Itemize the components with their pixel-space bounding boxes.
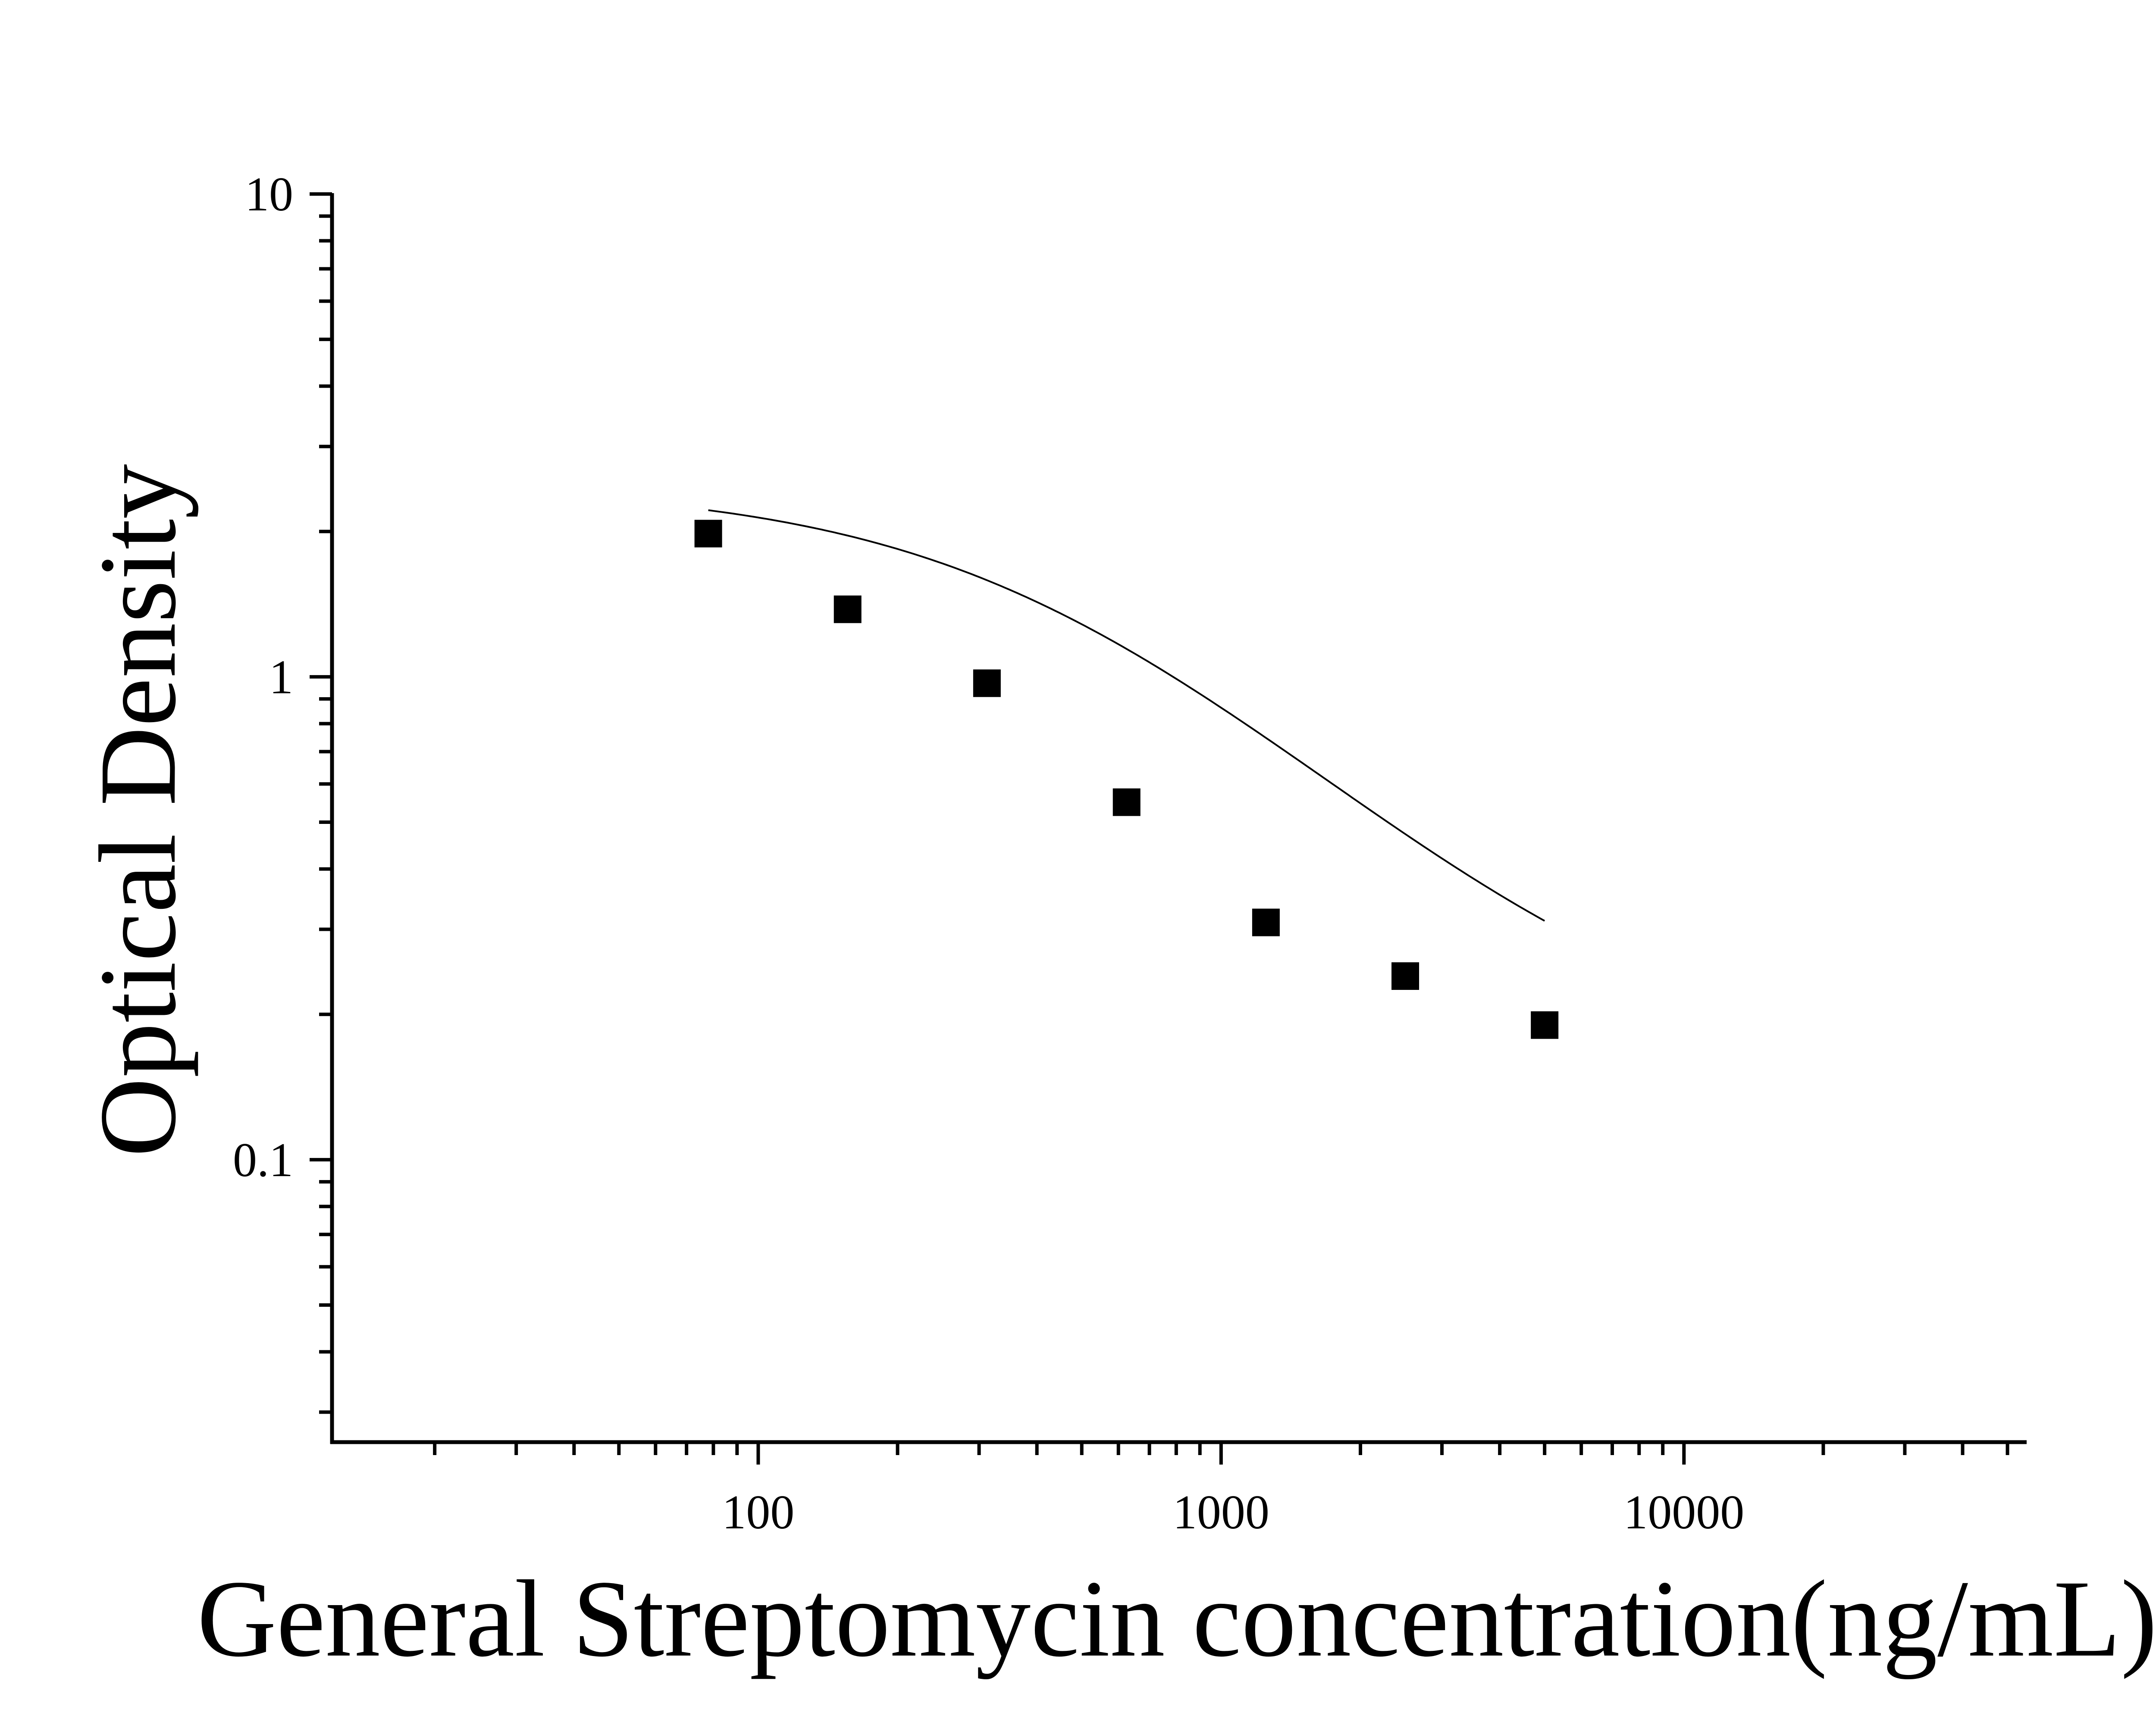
y-axis-title: Optical Density bbox=[77, 464, 199, 1157]
data-point bbox=[1391, 962, 1420, 990]
data-point bbox=[1252, 908, 1280, 936]
y-tick-label: 10 bbox=[245, 168, 293, 221]
data-point bbox=[1112, 788, 1141, 816]
x-tick-label: 1000 bbox=[1173, 1486, 1269, 1539]
data-point bbox=[973, 669, 1001, 697]
y-tick-label: 1 bbox=[269, 651, 293, 704]
x-tick-label: 10000 bbox=[1623, 1486, 1744, 1539]
y-axis-ticks: 0.1 1 10 bbox=[233, 168, 332, 1414]
axes: 0.1 1 10 100 1000 10000 bbox=[233, 168, 2027, 1539]
fit-curve-layer bbox=[708, 509, 1545, 922]
x-axis-ticks: 100 1000 10000 bbox=[433, 1442, 2009, 1539]
x-axis-title: General Streptomycin concentration(ng/mL… bbox=[197, 1558, 2156, 1680]
data-point bbox=[1531, 1011, 1559, 1039]
data-point bbox=[694, 520, 722, 548]
x-tick-label: 100 bbox=[722, 1486, 794, 1539]
fit-curve-line bbox=[708, 509, 1545, 922]
data-point bbox=[834, 595, 862, 623]
data-points-layer bbox=[694, 520, 1559, 1039]
y-tick-label: 0.1 bbox=[233, 1133, 293, 1187]
